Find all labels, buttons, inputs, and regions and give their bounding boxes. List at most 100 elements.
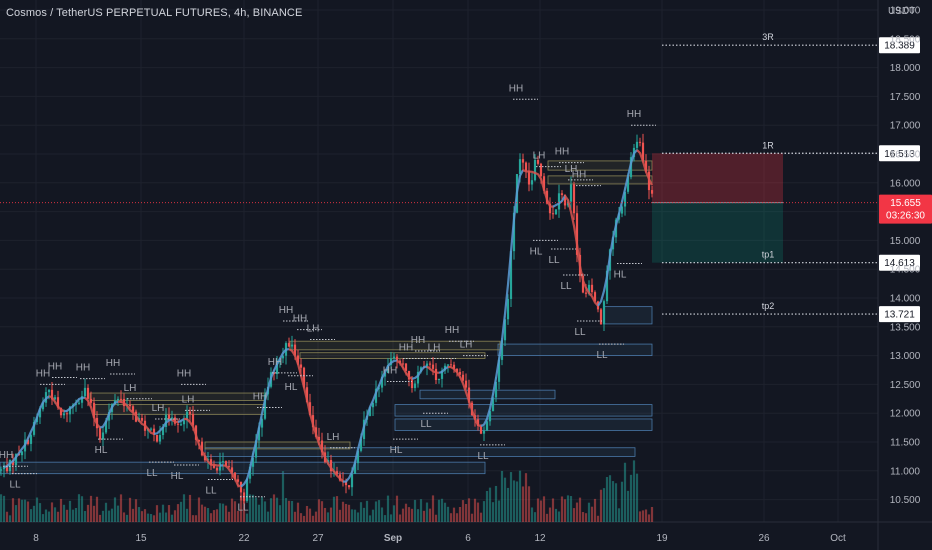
current-price-text: 15.655 [890, 198, 921, 209]
x-tick-label: Oct [830, 533, 846, 544]
volume-bar [590, 506, 594, 522]
candle-body [467, 387, 471, 403]
candle-body [257, 427, 261, 441]
candle-body [494, 381, 498, 398]
volume-bar [569, 496, 573, 522]
candle-body [167, 414, 171, 419]
candle-body [518, 159, 522, 175]
volume-bar [179, 501, 183, 522]
volume-bar [2, 495, 6, 522]
candle-body [293, 344, 297, 356]
level-tag [879, 145, 920, 162]
swing-label: HL [614, 269, 627, 280]
volume-bar [101, 510, 105, 522]
time-axis[interactable]: 8 15 22 27 Sep 6 12 19 26 Oct [33, 533, 846, 544]
volume-bar [491, 502, 495, 522]
candle-body [425, 363, 429, 369]
stop-zone [652, 153, 783, 203]
volume-bar [338, 509, 342, 522]
volume-bar [143, 509, 147, 522]
candle-body [374, 388, 378, 403]
volume-bar [521, 486, 525, 522]
candle-body [533, 159, 537, 181]
volume-bars [0, 460, 654, 522]
trend-curve [426, 365, 440, 374]
swing-label: HH [627, 109, 641, 120]
y-tick-label: 17.500 [890, 92, 921, 103]
volume-bar [77, 494, 81, 522]
volume-bar [539, 500, 543, 522]
volume-bar [221, 503, 225, 522]
candle-body [503, 319, 507, 341]
volume-bar [533, 512, 537, 522]
candle-body [569, 184, 573, 202]
trend-curve [597, 149, 638, 307]
candle-body [299, 364, 303, 368]
volume-bar [497, 500, 501, 522]
candle-body [479, 426, 483, 434]
candle-body [548, 203, 552, 214]
candle-body [116, 398, 120, 401]
candle-body [392, 356, 396, 359]
volume-bar [131, 508, 135, 522]
volume-bar [167, 505, 171, 522]
volume-bar [248, 494, 252, 522]
candle-body [80, 396, 84, 403]
price-levels[interactable]: 3R 18.389 1R 16.513 tp1 14.613 tp2 13.721 [662, 32, 920, 323]
swing-label: HH [48, 361, 62, 372]
volume-bar [515, 481, 519, 522]
y-tick-label: 11.000 [890, 466, 920, 477]
position-tool[interactable] [652, 153, 783, 263]
volume-bar [11, 498, 15, 522]
candle-body [86, 387, 90, 399]
candle-body [404, 363, 408, 371]
volume-bar [452, 507, 456, 522]
trend-curve [564, 195, 599, 307]
zone-box [394, 418, 653, 431]
volume-bar [479, 512, 483, 522]
volume-bar [89, 495, 93, 522]
candle-body [350, 473, 354, 488]
candle-body [29, 434, 33, 444]
y-tick-label: 12.000 [890, 409, 921, 420]
candle-body [497, 359, 501, 382]
volume-bar [212, 510, 216, 522]
volume-bar [134, 499, 138, 522]
candle-body [152, 428, 156, 435]
volume-bar [113, 497, 117, 522]
candle-body [140, 418, 144, 421]
volume-bar [365, 500, 369, 522]
zone-box [0, 461, 486, 475]
volume-bar [176, 504, 180, 522]
volume-bar [386, 495, 390, 522]
candle-body [230, 467, 234, 473]
candle-body [239, 481, 243, 493]
candle-body [386, 365, 390, 373]
volume-bar [260, 497, 264, 522]
swing-label: HH [106, 358, 120, 369]
candle-body [77, 402, 81, 404]
candle-body [182, 420, 186, 425]
volume-bar [224, 505, 228, 522]
candle-body [527, 170, 531, 185]
swing-label: HH [399, 342, 413, 353]
volume-bar [320, 501, 324, 522]
candle-body [302, 367, 306, 388]
trend-curve [552, 195, 566, 208]
candle-body [104, 420, 108, 433]
trend-curve [3, 395, 50, 468]
volume-bar [614, 483, 618, 522]
trend-curve [288, 348, 344, 483]
candle-body [212, 465, 216, 468]
volume-bar [455, 513, 459, 522]
candle-body [32, 421, 36, 435]
volume-bar [71, 509, 75, 522]
volume-bar [599, 489, 603, 522]
x-tick-label: 19 [656, 533, 668, 544]
volume-bar [512, 480, 516, 522]
volume-bar [440, 498, 444, 522]
volume-bar [359, 502, 363, 522]
volume-bar [287, 500, 291, 522]
